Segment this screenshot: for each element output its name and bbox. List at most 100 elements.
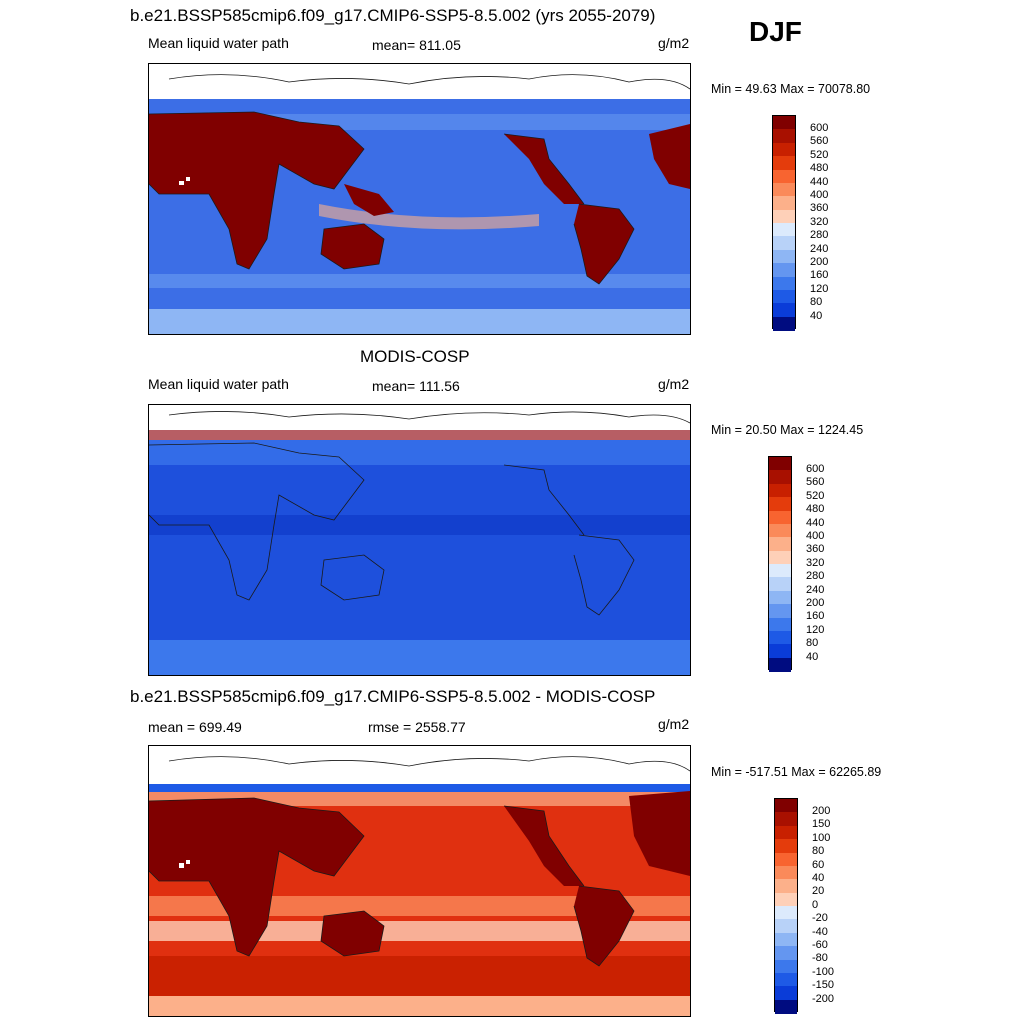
colorbar-tick-label: 120 bbox=[810, 282, 829, 295]
colorbar-tick-label: 240 bbox=[810, 242, 829, 255]
colorbar-tick-label: 400 bbox=[810, 189, 829, 201]
colorbar-swatch bbox=[775, 946, 797, 960]
colorbar-swatch bbox=[775, 906, 797, 920]
map-land bbox=[344, 184, 394, 216]
colorbar-swatch bbox=[769, 644, 791, 659]
season-label: DJF bbox=[749, 16, 802, 47]
map-land bbox=[649, 124, 690, 189]
colorbar-tick-label: 20 bbox=[812, 885, 825, 898]
panel-2-variable-label: Mean liquid water path bbox=[148, 376, 289, 392]
colorbar-swatch bbox=[773, 129, 795, 144]
panel-1-variable-label: Mean liquid water path bbox=[148, 35, 289, 51]
colorbar-tick-label: 600 bbox=[810, 122, 829, 134]
panel-1-map bbox=[148, 63, 691, 335]
colorbar-tick-label: -40 bbox=[812, 925, 828, 938]
colorbar-swatch bbox=[775, 839, 797, 853]
colorbar-tick-label: 200 bbox=[810, 256, 829, 268]
colorbar-swatch bbox=[775, 852, 797, 867]
panel-2-map bbox=[148, 404, 691, 676]
panel-1-units: g/m2 bbox=[658, 35, 690, 51]
colorbar-tick-label: 320 bbox=[806, 556, 825, 569]
colorbar-tick-label: 520 bbox=[806, 489, 825, 502]
colorbar-swatch bbox=[773, 303, 795, 318]
colorbar-tick-label: 600 bbox=[806, 463, 825, 475]
colorbar-tick-label: 520 bbox=[810, 148, 829, 161]
colorbar-swatch bbox=[773, 196, 795, 211]
panel-3-mean-label: mean = 699.49 bbox=[148, 719, 242, 735]
colorbar-swatch bbox=[769, 577, 791, 592]
colorbar-swatch bbox=[775, 959, 797, 974]
colorbar-swatch bbox=[769, 523, 791, 538]
colorbar-tick-label: 160 bbox=[810, 269, 829, 282]
colorbar-swatch bbox=[769, 604, 791, 618]
colorbar-tick-label: 200 bbox=[812, 805, 831, 817]
panel-2-title: MODIS-COSP bbox=[360, 347, 470, 366]
colorbar-swatch bbox=[775, 812, 797, 827]
map-land bbox=[149, 112, 364, 269]
colorbar-tick-label: 0 bbox=[812, 898, 819, 911]
colorbar-tick-label: 160 bbox=[806, 610, 825, 623]
panel-2-mean-label: mean= 111.56 bbox=[372, 378, 460, 394]
colorbar-swatches bbox=[768, 456, 792, 672]
colorbar-swatch bbox=[775, 879, 797, 894]
colorbar-tick-label: -20 bbox=[812, 912, 828, 925]
colorbar-tick-label: 100 bbox=[812, 831, 831, 844]
map-land bbox=[629, 791, 690, 876]
map-coastlines bbox=[149, 756, 690, 967]
colorbar-tick-label: 280 bbox=[810, 229, 829, 242]
colorbar-tick-label: 440 bbox=[810, 175, 829, 188]
panel-1-title: b.e21.BSSP585cmip6.f09_g17.CMIP6-SSP5-8.… bbox=[130, 6, 656, 25]
colorbar-tick-label: 120 bbox=[806, 623, 825, 636]
colorbar-tick-label: 80 bbox=[812, 845, 825, 858]
colorbar-swatch bbox=[775, 972, 797, 987]
map-land bbox=[504, 134, 584, 204]
colorbar-tick-label: 150 bbox=[812, 818, 831, 831]
colorbar-swatch bbox=[769, 510, 791, 525]
map-land bbox=[321, 224, 384, 269]
colorbar-swatch bbox=[775, 799, 797, 813]
colorbar-swatch bbox=[769, 457, 791, 471]
colorbar-tick-label: 40 bbox=[806, 650, 819, 663]
colorbar-tick-label: -60 bbox=[812, 939, 828, 951]
colorbar-swatches bbox=[774, 798, 798, 1014]
colorbar-swatch bbox=[769, 657, 791, 672]
colorbar-swatch bbox=[773, 116, 795, 130]
colorbar-swatch bbox=[775, 999, 797, 1014]
colorbar-swatches bbox=[772, 115, 796, 331]
colorbar-tick-label: 360 bbox=[806, 543, 825, 556]
colorbar-swatch bbox=[773, 316, 795, 331]
colorbar-tick-label: 80 bbox=[810, 296, 823, 309]
colorbar-tick-label: 320 bbox=[810, 215, 829, 228]
map-land bbox=[574, 204, 634, 284]
map-land bbox=[149, 798, 364, 956]
panel-3-units: g/m2 bbox=[658, 716, 690, 732]
colorbar-swatch bbox=[773, 263, 795, 277]
colorbar-tick-label: 40 bbox=[812, 872, 825, 884]
colorbar-tick-label: 560 bbox=[806, 476, 825, 489]
panel-2-units: g/m2 bbox=[658, 376, 690, 392]
colorbar-swatch bbox=[773, 156, 795, 170]
colorbar-tick-label: 80 bbox=[806, 637, 819, 650]
colorbar-tick-label: 480 bbox=[810, 162, 829, 175]
colorbar-swatch bbox=[769, 617, 791, 632]
map-coastlines bbox=[149, 74, 690, 285]
map-ocean bbox=[149, 430, 690, 675]
map-land bbox=[574, 886, 634, 966]
panel-2-minmax: Min = 20.50 Max = 1224.45 bbox=[711, 423, 864, 437]
colorbar-swatch bbox=[769, 497, 791, 511]
panel-3-map bbox=[148, 745, 691, 1017]
panel-3-minmax: Min = -517.51 Max = 62265.89 bbox=[711, 765, 882, 779]
colorbar-swatch bbox=[775, 932, 797, 947]
colorbar-swatch bbox=[769, 537, 791, 552]
colorbar-swatch bbox=[769, 564, 791, 578]
colorbar-swatch bbox=[773, 289, 795, 304]
colorbar-swatch bbox=[769, 590, 791, 605]
colorbar-tick-label: 240 bbox=[806, 583, 825, 596]
colorbar-swatch bbox=[773, 182, 795, 197]
colorbar-swatch bbox=[773, 223, 795, 237]
colorbar-swatch bbox=[775, 986, 797, 1001]
colorbar-swatch bbox=[769, 630, 791, 645]
colorbar-swatch bbox=[775, 892, 797, 907]
colorbar-tick-label: 360 bbox=[810, 202, 829, 215]
colorbar-swatch bbox=[769, 483, 791, 498]
